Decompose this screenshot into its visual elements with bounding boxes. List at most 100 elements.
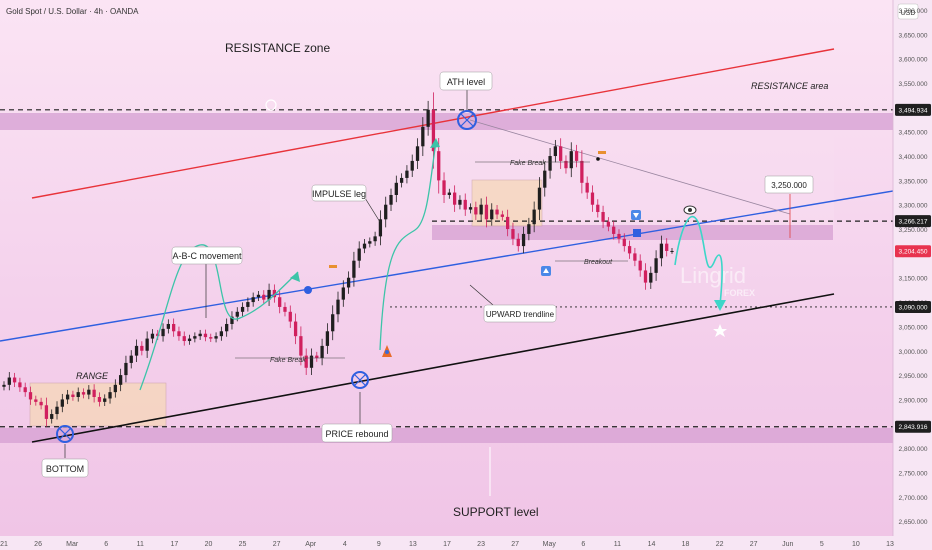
candle-body <box>288 311 292 322</box>
candle-body <box>543 170 547 188</box>
upward-trendline[interactable] <box>0 190 894 342</box>
candle-body <box>516 238 520 247</box>
candle-body <box>659 243 664 259</box>
support-trendline[interactable] <box>31 293 835 443</box>
candle-body <box>643 270 648 283</box>
candle-body <box>28 392 33 400</box>
breakout-band <box>432 225 833 240</box>
target-label: 3,250.000 <box>771 181 807 190</box>
y-tick-label: 3,450.000 <box>899 130 928 137</box>
candle-body <box>240 306 245 312</box>
candle-body <box>331 314 335 332</box>
candle-body <box>341 287 345 300</box>
price-axis[interactable] <box>893 0 932 550</box>
y-tick-label: 2,950.000 <box>899 373 928 380</box>
candle-body <box>309 355 314 368</box>
x-tick-label: 5 <box>820 541 824 548</box>
fake-break-label-1: Fake Break <box>270 357 306 364</box>
price-tag-label: 3,266.217 <box>899 219 928 226</box>
candle-body <box>325 331 330 346</box>
x-tick-label: 6 <box>581 541 585 548</box>
price-tag <box>895 300 931 313</box>
y-tick-label: 3,250.000 <box>899 227 928 234</box>
forecast-arrow <box>714 300 726 311</box>
candle-body <box>87 389 91 395</box>
candle-body <box>23 387 27 393</box>
x-axis-ticks: 21 26 Mar 6 11 17 20 25 27 Apr 4 9 13 17 23 27 May 6 11 14 1… <box>0 541 894 548</box>
candle-body <box>320 345 324 359</box>
y-tick-label: 3,300.000 <box>899 203 928 210</box>
candle-body <box>500 214 504 217</box>
candle-body <box>495 209 499 215</box>
x-tick-label: 22 <box>716 541 724 548</box>
x-tick-label: 17 <box>443 541 451 548</box>
candle-body <box>399 177 404 183</box>
candle-body <box>479 204 483 215</box>
candle-body <box>585 182 589 193</box>
candle-body <box>590 192 595 205</box>
candle-body <box>442 180 446 195</box>
fake-break-label-2: Fake Break <box>510 160 546 167</box>
candle-body <box>92 389 96 397</box>
candle-body <box>267 289 271 300</box>
candle-body <box>2 384 6 387</box>
resistance-zone-label: RESISTANCE zone <box>225 41 330 55</box>
x-tick-label: 23 <box>477 541 485 548</box>
candle-body <box>384 204 388 220</box>
y-tick-label: 2,700.000 <box>899 495 928 502</box>
candle-body <box>548 156 552 171</box>
x-tick-label: 6 <box>104 541 108 548</box>
candle-body <box>574 151 579 161</box>
candle-body <box>506 216 510 230</box>
resistance-area-box <box>270 120 834 230</box>
eye-pupil <box>688 208 692 212</box>
price-tag <box>895 245 931 258</box>
add-note-icon[interactable] <box>265 99 277 111</box>
star-icon <box>713 324 727 337</box>
x-tick-label: 11 <box>614 541 621 548</box>
x-tick-label: 13 <box>886 541 894 548</box>
up-arrow-glyph <box>543 268 549 273</box>
resistance-area-label: RESISTANCE area <box>751 81 828 91</box>
candle-body <box>405 170 409 178</box>
candle-body <box>458 199 462 205</box>
candle-body <box>484 204 489 220</box>
candle-body <box>617 233 621 239</box>
impulse-leg-label: IMPULSE leg <box>312 189 366 199</box>
candle-body <box>357 248 361 261</box>
price-tag <box>895 103 931 116</box>
x-tick-label: Apr <box>305 541 317 548</box>
candle-body <box>203 333 208 338</box>
candle-body <box>140 345 144 351</box>
candle-body <box>452 192 457 205</box>
time-axis[interactable] <box>0 536 932 550</box>
x-tick-label: 17 <box>170 541 178 548</box>
candle-body <box>166 323 170 329</box>
y-tick-label: 2,650.000 <box>899 519 928 526</box>
candle-body <box>262 294 266 300</box>
candle-body <box>71 394 75 397</box>
candle-body <box>622 238 626 247</box>
watermark-sub: FOREX <box>724 288 755 298</box>
impulse-projection-arrow <box>430 138 440 148</box>
retest-square-icon <box>633 229 641 237</box>
x-tick-label: Jun <box>782 541 793 548</box>
candle-body <box>161 328 165 337</box>
x-tick-label: 18 <box>682 541 690 548</box>
x-tick-label: 25 <box>239 541 247 548</box>
x-tick-label: 10 <box>852 541 860 548</box>
target-callout: 3,250.000 <box>764 175 814 194</box>
candle-body <box>670 250 674 252</box>
upward-trendline-label: UPWARD trendline <box>486 310 555 319</box>
candle-body <box>124 362 128 376</box>
currency-button[interactable] <box>897 3 919 20</box>
ath-level-label: ATH level <box>447 77 485 87</box>
bottom-label: BOTTOM <box>46 464 84 474</box>
rocket-window <box>385 350 389 354</box>
y-tick-label: 3,650.000 <box>899 32 928 39</box>
candle-body <box>431 109 436 152</box>
candle-body <box>569 151 573 169</box>
y-tick-label: 2,750.000 <box>899 470 928 477</box>
